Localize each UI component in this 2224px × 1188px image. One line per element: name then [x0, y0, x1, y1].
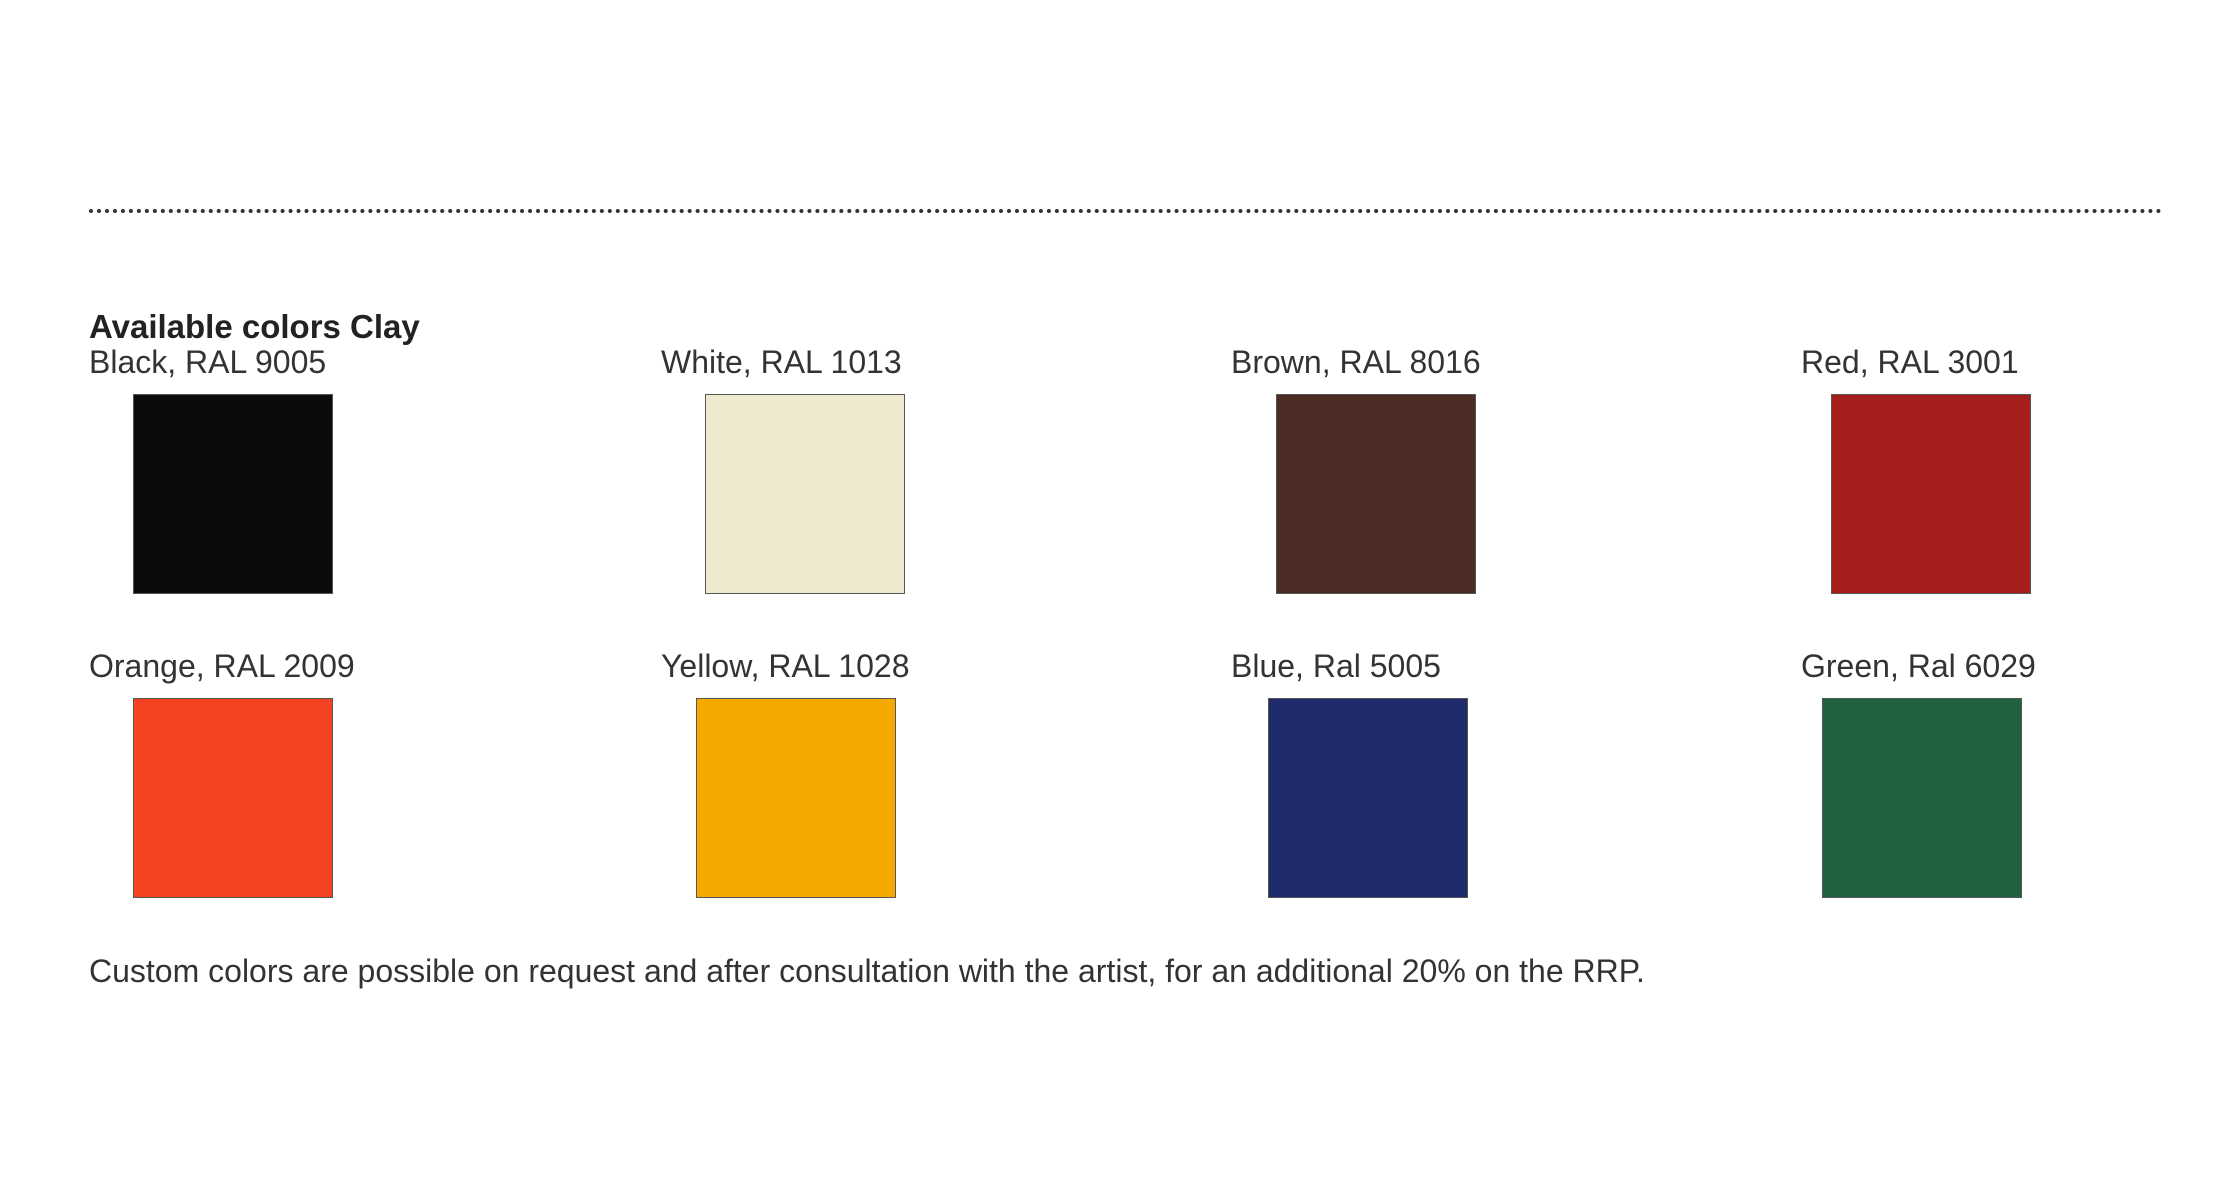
heading: Available colors Clay [89, 308, 420, 345]
color-label: White, RAL 1013 [661, 344, 902, 380]
color-label: Yellow, RAL 1028 [661, 648, 910, 684]
color-label: Black, RAL 9005 [89, 344, 327, 380]
color-swatch [1268, 698, 1468, 898]
color-label: Orange, RAL 2009 [89, 648, 355, 684]
footer-note: Custom colors are possible on request an… [89, 953, 1645, 989]
color-label: Red, RAL 3001 [1801, 344, 2019, 380]
dotted-divider [89, 209, 2163, 213]
color-swatch [1822, 698, 2022, 898]
color-swatch [133, 394, 333, 594]
color-swatch [705, 394, 905, 594]
color-swatch [133, 698, 333, 898]
color-label: Green, Ral 6029 [1801, 648, 2036, 684]
color-label: Brown, RAL 8016 [1231, 344, 1481, 380]
color-swatch [1831, 394, 2031, 594]
color-swatch [1276, 394, 1476, 594]
color-swatch [696, 698, 896, 898]
color-label: Blue, Ral 5005 [1231, 648, 1441, 684]
